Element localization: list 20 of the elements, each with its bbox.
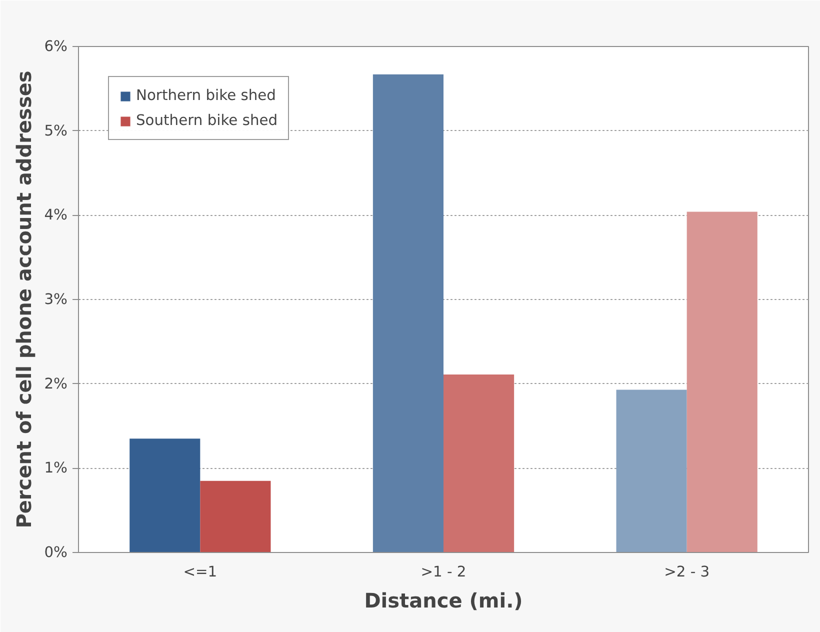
y-axis-title: Percent of cell phone account addresses	[12, 70, 36, 528]
x-tick-label: >1 - 2	[420, 564, 466, 580]
bar	[200, 480, 271, 552]
x-tick-label: <=1	[183, 564, 218, 580]
x-tick-label: >2 - 3	[664, 564, 710, 580]
legend-label: Southern bike shed	[136, 112, 278, 129]
y-tick-label: 4%	[44, 206, 68, 224]
bar	[130, 438, 200, 552]
y-tick-label: 1%	[44, 460, 68, 477]
legend-label: Northern bike shed	[136, 87, 276, 104]
y-tick-label: 3%	[44, 291, 68, 308]
y-tick-label: 2%	[44, 375, 68, 392]
bar	[616, 390, 687, 552]
y-tick-label: 0%	[44, 544, 68, 561]
bar	[444, 374, 514, 552]
x-axis-title: Distance (mi.)	[364, 588, 523, 612]
bar	[372, 74, 444, 552]
y-tick-label: 5%	[44, 122, 68, 140]
y-tick-label: 6%	[44, 38, 68, 55]
bar	[686, 212, 758, 552]
